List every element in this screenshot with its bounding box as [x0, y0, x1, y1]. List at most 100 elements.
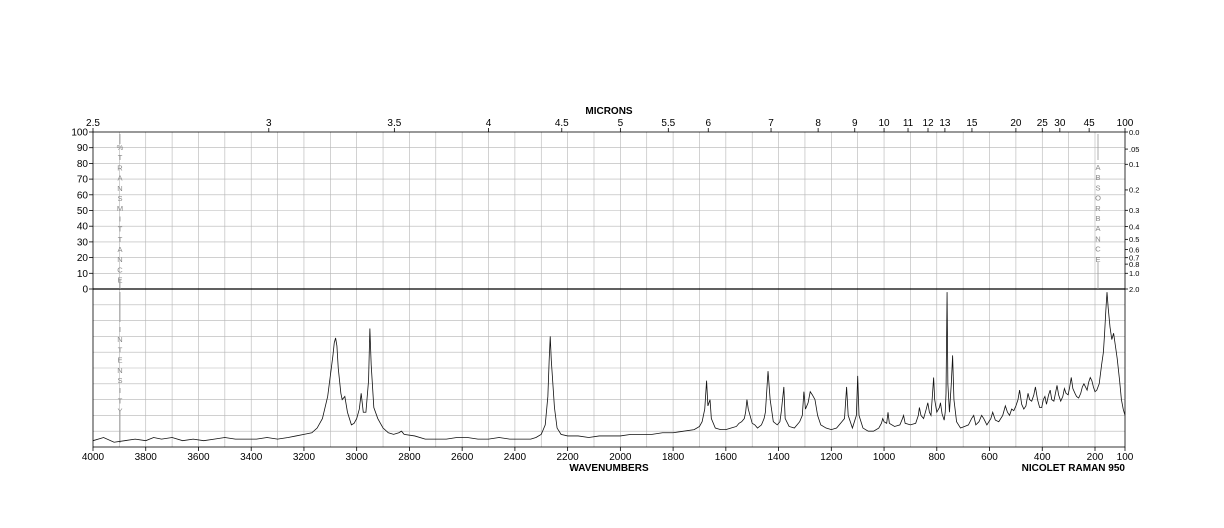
- x-tick-label: 2000: [609, 452, 632, 463]
- transmittance-axis-title-letter: T: [118, 225, 123, 234]
- intensity-axis-title-letter: S: [117, 376, 122, 385]
- absorbance-tick-label: 0.2: [1129, 186, 1139, 195]
- x-tick-label: 1600: [715, 452, 738, 463]
- absorbance-tick-label: 0.4: [1129, 222, 1139, 231]
- x-tick-label: 3200: [293, 452, 316, 463]
- x-tick-label: 800: [928, 452, 945, 463]
- micron-tick-label: 6: [705, 118, 711, 129]
- x-tick-label: 2600: [451, 452, 474, 463]
- x-tick-label: 1800: [662, 452, 685, 463]
- transmittance-tick-label: 0: [82, 285, 88, 296]
- x-tick-label: 3600: [187, 452, 210, 463]
- micron-tick-label: 9: [852, 118, 858, 129]
- x-axis-title: WAVENUMBERS: [569, 463, 649, 474]
- transmittance-axis-title-letter: N: [117, 184, 122, 193]
- axis-titles: MICRONS WAVENUMBERS NICOLET RAMAN 950: [569, 106, 1125, 474]
- micron-tick-label: 5.5: [661, 118, 675, 129]
- transmittance-axis-title-letter: S: [117, 194, 122, 203]
- transmittance-axis-title-letter: %: [117, 143, 124, 152]
- transmittance-tick-label: 90: [77, 143, 89, 154]
- micron-tick-label: 4.5: [555, 118, 569, 129]
- absorbance-tick-label: 0.5: [1129, 235, 1139, 244]
- absorbance-axis-title-letter: B: [1095, 214, 1100, 223]
- absorbance-tick-label: 0.7: [1129, 253, 1139, 262]
- transmittance-axis-title-letter: M: [117, 204, 123, 213]
- micron-tick-label: 5: [618, 118, 624, 129]
- transmittance-tick-label: 100: [71, 128, 88, 139]
- transmittance-tick-label: 50: [77, 206, 89, 217]
- x-tick-label: 2400: [504, 452, 527, 463]
- absorbance-axis-title-letter: A: [1095, 224, 1100, 233]
- absorbance-tick-label: .05: [1129, 145, 1139, 154]
- absorbance-tick-label: 0.8: [1129, 260, 1139, 269]
- spectrum-series: [92, 292, 1126, 443]
- absorbance-tick-label: 0.6: [1129, 245, 1139, 254]
- absorbance-axis-title-letter: C: [1095, 245, 1101, 254]
- transmittance-tick-label: 60: [77, 190, 89, 201]
- intensity-axis-title-letter: N: [117, 335, 122, 344]
- transmittance-axis-title-letter: R: [117, 163, 123, 172]
- intensity-axis-title-letter: I: [119, 386, 121, 395]
- x-tick-label: 600: [981, 452, 998, 463]
- absorbance-tick-label: 0.3: [1129, 206, 1139, 215]
- transmittance-tick-label: 70: [77, 175, 89, 186]
- micron-tick-label: 8: [815, 118, 821, 129]
- absorbance-axis-title-letter: B: [1095, 173, 1100, 182]
- transmittance-axis-title: %TRANSMITTANCE: [117, 143, 124, 285]
- absorbance-axis-title-letter: A: [1095, 163, 1100, 172]
- micron-tick-label: 3: [266, 118, 272, 129]
- micron-tick-label: 12: [922, 118, 934, 129]
- intensity-axis-title-letter: E: [117, 356, 122, 365]
- intensity-axis-title-letter: T: [118, 396, 123, 405]
- micron-tick-label: 13: [939, 118, 951, 129]
- micron-tick-label: 10: [878, 118, 890, 129]
- absorbance-tick-label: 1.0: [1129, 269, 1139, 278]
- x-tick-label: 100: [1117, 452, 1134, 463]
- x-tick-label: 4000: [82, 452, 105, 463]
- micron-tick-label: 7: [768, 118, 774, 129]
- x-tick-label: 2200: [557, 452, 580, 463]
- transmittance-tick-label: 80: [77, 159, 89, 170]
- spectrum-line: [92, 292, 1126, 443]
- x-tick-label: 2800: [398, 452, 421, 463]
- transmittance-axis-title-letter: C: [117, 265, 123, 274]
- tick-labels: 4000 3800 3600 3400 3200 3000 2800 2600 2400 2200…: [71, 118, 1139, 463]
- absorbance-tick-label: 2.0: [1129, 285, 1139, 294]
- x-tick-label: 3000: [346, 452, 369, 463]
- absorbance-axis-title-letter: N: [1095, 234, 1100, 243]
- transmittance-axis-title-letter: I: [119, 214, 121, 223]
- plot-frame: [92, 131, 1126, 448]
- instrument-label: NICOLET RAMAN 950: [1022, 463, 1126, 474]
- micron-tick-label: 30: [1054, 118, 1066, 129]
- x-tick-label: 1000: [873, 452, 896, 463]
- micron-tick-label: 20: [1010, 118, 1022, 129]
- x-tick-label: 400: [1034, 452, 1051, 463]
- micron-tick-label: 100: [1117, 118, 1134, 129]
- absorbance-axis-title-letter: R: [1095, 204, 1101, 213]
- x-tick-label: 3400: [240, 452, 263, 463]
- micron-tick-label: 15: [966, 118, 978, 129]
- intensity-axis-title-letter: T: [118, 345, 123, 354]
- transmittance-axis-title-letter: A: [117, 174, 122, 183]
- absorbance-tick-label: 0.0: [1129, 128, 1139, 137]
- x-tick-label: 200: [1087, 452, 1104, 463]
- transmittance-axis-title-letter: A: [117, 245, 122, 254]
- absorbance-axis-title-letter: S: [1095, 183, 1100, 192]
- micron-tick-label: 11: [903, 118, 914, 129]
- intensity-axis-title-letter: Y: [117, 407, 122, 416]
- transmittance-tick-label: 20: [77, 253, 89, 264]
- x-tick-label: 3800: [135, 452, 158, 463]
- transmittance-axis-title-letter: T: [118, 235, 123, 244]
- top-axis-title: MICRONS: [585, 106, 633, 117]
- absorbance-tick-label: 0.1: [1129, 160, 1139, 169]
- absorbance-axis-title-letter: E: [1095, 255, 1100, 264]
- x-tick-label: 1200: [820, 452, 843, 463]
- transmittance-axis-title-letter: T: [118, 153, 123, 162]
- micron-tick-label: 45: [1084, 118, 1096, 129]
- intensity-axis-title-letter: N: [117, 366, 122, 375]
- micron-tick-label: 3.5: [387, 118, 401, 129]
- absorbance-axis-title-letter: O: [1095, 194, 1101, 203]
